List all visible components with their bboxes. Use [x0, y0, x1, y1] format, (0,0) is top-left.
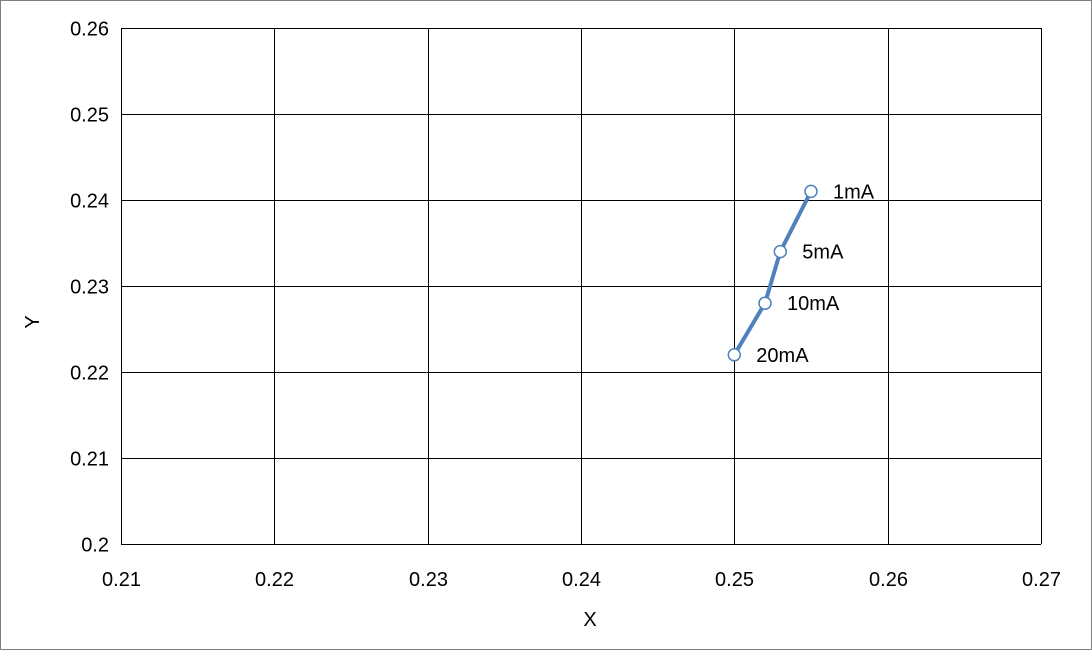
- data-point-marker: [773, 244, 788, 259]
- data-point-marker: [758, 296, 772, 310]
- data-point-label: 20mA: [756, 345, 809, 367]
- y-tick-label: 0.2: [81, 535, 109, 557]
- x-axis-title: X: [583, 609, 596, 631]
- y-tick-label: 0.22: [70, 363, 109, 385]
- y-tick-labels: 0.2 0.21 0.22 0.23 0.24 0.25 0.26: [70, 19, 109, 557]
- grid: [121, 28, 1042, 545]
- x-tick-label: 0.23: [409, 569, 448, 591]
- x-tick-label: 0.24: [562, 569, 601, 591]
- y-tick-label: 0.26: [70, 19, 109, 41]
- y-tick-label: 0.21: [70, 449, 109, 471]
- y-tick-label: 0.23: [70, 277, 109, 299]
- x-tick-label: 0.27: [1022, 569, 1061, 591]
- data-point-marker: [804, 184, 818, 199]
- x-tick-label: 0.25: [715, 569, 754, 591]
- data-point-marker: [727, 348, 742, 362]
- x-tick-label: 0.26: [869, 569, 908, 591]
- data-labels: 1mA 5mA 10mA 20mA: [756, 181, 874, 366]
- series-layer: [727, 184, 818, 362]
- y-axis-title: Y: [22, 315, 44, 328]
- y-tick-label: 0.25: [70, 105, 109, 127]
- data-point-label: 1mA: [833, 181, 875, 203]
- data-point-label: 10mA: [787, 293, 840, 315]
- x-tick-labels: 0.21 0.22 0.23 0.24 0.25 0.26 0.27: [102, 569, 1061, 591]
- series-line: [732, 189, 813, 357]
- data-point-label: 5mA: [802, 242, 844, 264]
- y-tick-label: 0.24: [70, 191, 109, 213]
- x-tick-label: 0.21: [102, 569, 141, 591]
- x-tick-label: 0.22: [255, 569, 294, 591]
